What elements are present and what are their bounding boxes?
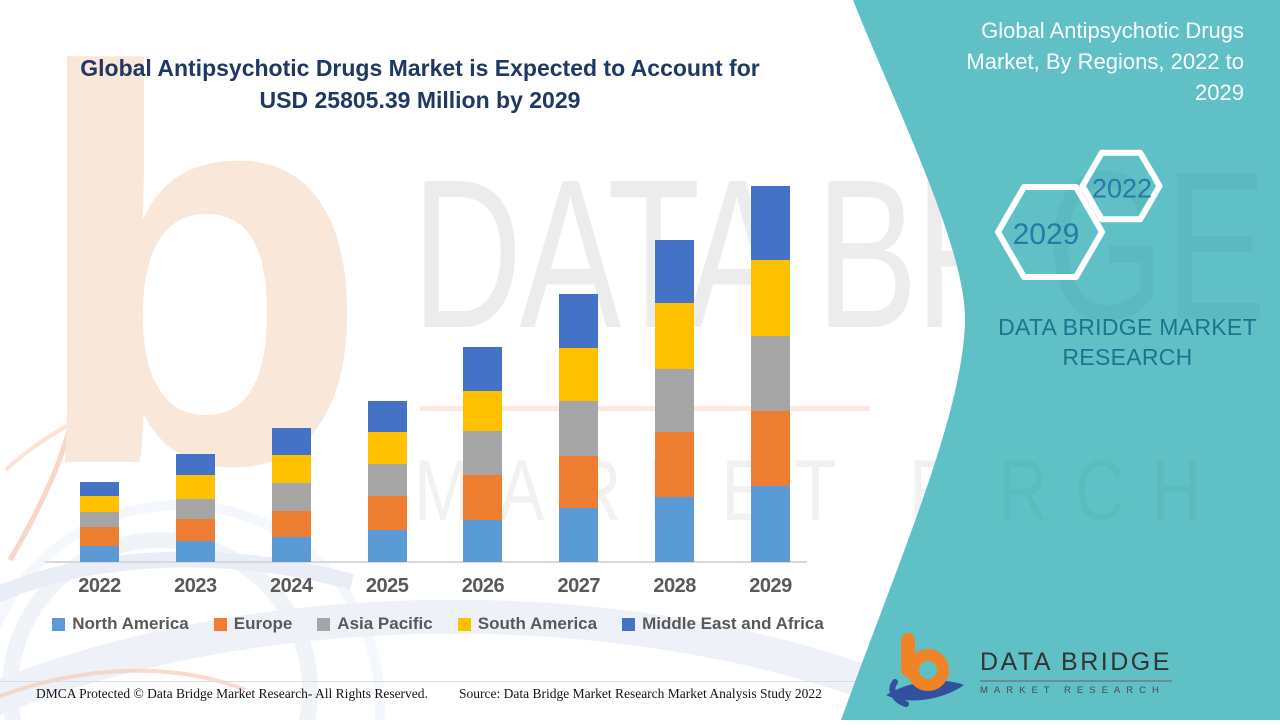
- legend-swatch-south-america: [457, 617, 471, 631]
- x-axis-label-2029: 2029: [749, 575, 792, 597]
- bar-segment-2024-europe: [271, 511, 311, 537]
- footer-source-text: Source: Data Bridge Market Research Mark…: [459, 686, 822, 701]
- bar-2027: [559, 294, 599, 562]
- bar-segment-2022-south-america: [80, 496, 119, 513]
- bar-segment-2025-south-america: [367, 432, 407, 465]
- x-axis-label-2024: 2024: [269, 575, 313, 597]
- badge-year-2029: 2029: [1012, 218, 1080, 251]
- bar-segment-2024-asia-pacific: [271, 483, 311, 512]
- x-axis-label-2028: 2028: [653, 575, 696, 597]
- bar-2026: [463, 347, 503, 562]
- legend-item-middle-east-and-africa: Middle East and Africa: [622, 614, 824, 634]
- bar-segment-2026-asia-pacific: [463, 431, 503, 476]
- bar-segment-2026-south-america: [463, 391, 503, 432]
- bar-segment-2022-asia-pacific: [80, 512, 119, 527]
- bar-segment-2028-middle-east-and-africa: [655, 240, 695, 303]
- bar-segment-2027-north-america: [559, 508, 599, 562]
- bar-segment-2023-middle-east-and-africa: [175, 454, 215, 475]
- panel-watermark-rch: RCH: [998, 443, 1229, 539]
- bar-segment-2026-middle-east-and-africa: [463, 347, 503, 392]
- bar-segment-2028-asia-pacific: [655, 369, 695, 432]
- bar-segment-2027-asia-pacific: [559, 401, 599, 456]
- page-title: Global Antipsychotic Drugs Market is Exp…: [60, 52, 780, 116]
- panel-heading: Global Antipsychotic Drugs Market, By Re…: [914, 15, 1244, 108]
- legend-item-asia-pacific: Asia Pacific: [317, 614, 433, 634]
- legend-label-north-america: North America: [72, 614, 189, 633]
- panel-brand-name: DATA BRIDGE MARKET RESEARCH: [985, 312, 1270, 372]
- badge-year-2022: 2022: [1091, 173, 1153, 204]
- legend-swatch-north-america: [52, 617, 66, 631]
- bar-segment-2029-south-america: [751, 260, 791, 336]
- x-axis-label-2026: 2026: [461, 575, 505, 597]
- bar-segment-2027-south-america: [559, 348, 599, 401]
- footer-dmca-text: DMCA Protected © Data Bridge Market Rese…: [36, 686, 428, 701]
- chart-legend: North America Europe Asia Pacific South Ame…: [0, 614, 876, 634]
- bar-segment-2025-middle-east-and-africa: [367, 401, 407, 433]
- bar-segment-2026-north-america: [463, 520, 503, 562]
- legend-item-south-america: South America: [457, 614, 598, 634]
- legend-item-north-america: North America: [52, 614, 189, 634]
- bar-segment-2023-south-america: [175, 475, 215, 499]
- x-axis-label-2023: 2023: [174, 575, 217, 597]
- bar-segment-2027-middle-east-and-africa: [559, 294, 599, 349]
- bar-segment-2029-asia-pacific: [751, 336, 791, 411]
- bar-2025: [367, 401, 407, 562]
- company-logo-text: DATA BRIDGE MARKET RESEARCH: [980, 648, 1172, 696]
- bar-segment-2025-europe: [367, 496, 407, 530]
- legend-label-asia-pacific: Asia Pacific: [337, 614, 433, 633]
- bar-segment-2023-asia-pacific: [175, 499, 215, 519]
- company-logo-tagline: MARKET RESEARCH: [980, 685, 1165, 696]
- legend-label-south-america: South America: [477, 614, 598, 633]
- legend-swatch-europe: [213, 617, 227, 631]
- bar-segment-2028-europe: [655, 432, 695, 497]
- bar-segment-2024-south-america: [271, 455, 311, 484]
- legend-swatch-asia-pacific: [317, 617, 331, 631]
- bar-segment-2028-south-america: [655, 303, 695, 369]
- bar-segment-2024-north-america: [271, 537, 311, 562]
- bar-2029: [751, 186, 791, 562]
- page-title-line2: USD 25805.39 Million by 2029: [259, 87, 581, 113]
- bar-segment-2022-north-america: [80, 546, 119, 562]
- legend-label-middle-east-and-africa: Middle East and Africa: [642, 614, 824, 633]
- panel-heading-line1: Global Antipsychotic Drugs: [981, 18, 1244, 43]
- bar-segment-2029-europe: [751, 411, 791, 486]
- bar-2023: [175, 454, 215, 562]
- bar-2022: [80, 482, 119, 562]
- panel-heading-line3: 2029: [1195, 80, 1244, 105]
- legend-label-europe: Europe: [233, 614, 293, 633]
- company-logo: DATA BRIDGE MARKET RESEARCH: [884, 632, 1224, 712]
- legend-item-europe: Europe: [213, 614, 293, 634]
- bar-2028: [655, 240, 695, 562]
- bar-segment-2025-north-america: [367, 530, 407, 562]
- x-axis-label-2022: 2022: [78, 575, 121, 597]
- bar-segment-2024-middle-east-and-africa: [271, 428, 311, 456]
- hexagon-2029: [995, 184, 1105, 280]
- bar-segment-2023-north-america: [175, 541, 215, 562]
- x-axis-label-2025: 2025: [365, 575, 409, 597]
- panel-heading-line2: Market, By Regions, 2022 to: [966, 49, 1244, 74]
- bar-segment-2026-europe: [463, 475, 503, 521]
- bar-segment-2028-north-america: [655, 497, 695, 562]
- bar-segment-2022-middle-east-and-africa: [80, 482, 119, 497]
- bar-segment-2029-north-america: [751, 486, 791, 562]
- footer-divider: [0, 681, 876, 682]
- hexagon-2022: [1079, 149, 1163, 223]
- bar-segment-2025-asia-pacific: [367, 464, 407, 497]
- company-logo-name: DATA BRIDGE: [980, 648, 1172, 682]
- bar-segment-2023-europe: [175, 519, 215, 541]
- bar-segment-2022-europe: [80, 527, 119, 546]
- company-logo-icon: [886, 633, 964, 707]
- panel-brand-line1: DATA BRIDGE MARKET: [998, 314, 1257, 340]
- panel-brand-line2: RESEARCH: [1062, 344, 1193, 370]
- page-title-line1: Global Antipsychotic Drugs Market is Exp…: [80, 55, 760, 81]
- x-axis-line: [45, 561, 807, 563]
- x-axis-label-2027: 2027: [557, 575, 601, 597]
- legend-swatch-middle-east-and-africa: [622, 617, 636, 631]
- bar-segment-2029-middle-east-and-africa: [751, 186, 791, 260]
- bar-segment-2027-europe: [559, 456, 599, 508]
- bar-2024: [271, 428, 311, 562]
